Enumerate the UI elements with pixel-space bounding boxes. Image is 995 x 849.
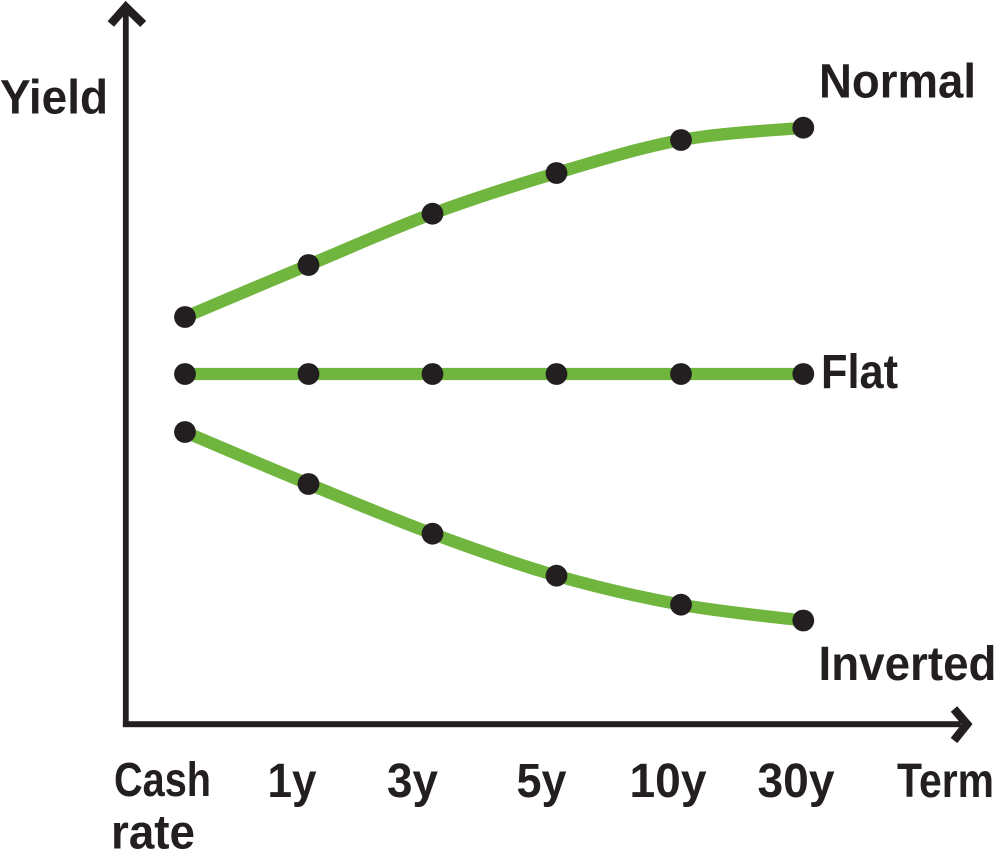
- svg-text:Flat: Flat: [821, 346, 898, 399]
- svg-text:3y: 3y: [387, 755, 438, 808]
- svg-text:Inverted: Inverted: [819, 638, 995, 691]
- svg-text:30y: 30y: [758, 755, 835, 808]
- svg-text:Yield: Yield: [0, 72, 108, 125]
- svg-text:1y: 1y: [268, 755, 317, 808]
- svg-text:5y: 5y: [517, 755, 567, 808]
- svg-text:Term: Term: [897, 755, 994, 808]
- svg-text:Normal: Normal: [819, 56, 976, 109]
- svg-text:10y: 10y: [630, 755, 707, 808]
- svg-text:Cash: Cash: [114, 754, 211, 807]
- svg-text:rate: rate: [111, 806, 195, 849]
